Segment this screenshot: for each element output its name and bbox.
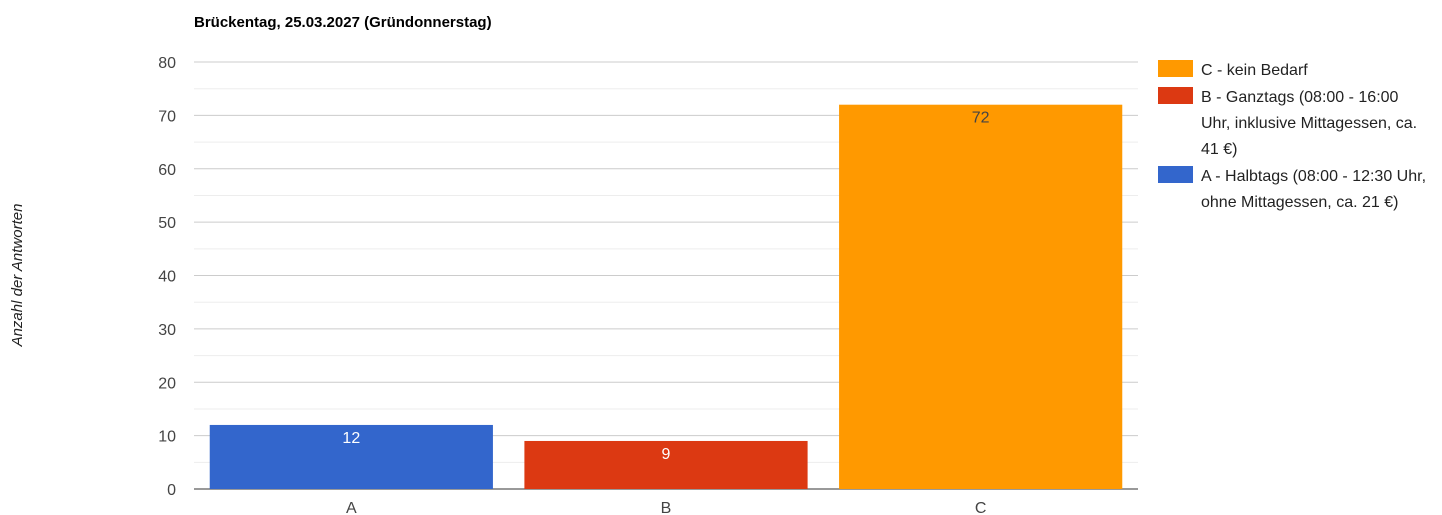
data-label-C: 72 <box>972 110 990 127</box>
y-tick-label: 70 <box>158 108 176 125</box>
legend-swatch <box>1158 60 1193 77</box>
bars: 12 9 72 <box>209 104 1123 489</box>
axis-ticks: 0 10 20 30 40 50 60 70 80 A B C <box>158 55 986 515</box>
y-axis-label: Anzahl der Antworten <box>9 204 26 348</box>
y-tick-label: 60 <box>158 162 176 179</box>
y-tick-label: 0 <box>167 482 176 499</box>
legend-swatch <box>1158 87 1193 104</box>
legend-label: A - Halbtags (08:00 - 12:30 Uhr, ohne Mit… <box>1201 168 1426 211</box>
y-tick-label: 80 <box>158 55 176 72</box>
data-label-B: 9 <box>662 446 671 463</box>
y-tick-label: 30 <box>158 322 176 339</box>
bar-B <box>524 440 808 489</box>
y-tick-label: 10 <box>158 429 176 446</box>
y-tick-label: 20 <box>158 375 176 392</box>
data-label-A: 12 <box>342 430 360 447</box>
bar-A <box>209 424 493 489</box>
bar-C <box>839 104 1123 489</box>
legend-label: C - kein Bedarf <box>1201 62 1308 79</box>
chart-title: Brückentag, 25.03.2027 (Gründonnerstag) <box>194 14 492 31</box>
y-tick-label: 50 <box>158 215 176 232</box>
legend-label: B - Ganztags (08:00 - 16:00 Uhr, inklusiv… <box>1201 89 1417 158</box>
legend: C - kein Bedarf B - Ganztags (08:00 - 16:… <box>1158 60 1426 211</box>
x-tick-label: A <box>346 500 357 515</box>
x-tick-label: B <box>661 500 672 515</box>
y-tick-label: 40 <box>158 269 176 286</box>
x-tick-label: C <box>975 500 987 515</box>
legend-swatch <box>1158 166 1193 183</box>
